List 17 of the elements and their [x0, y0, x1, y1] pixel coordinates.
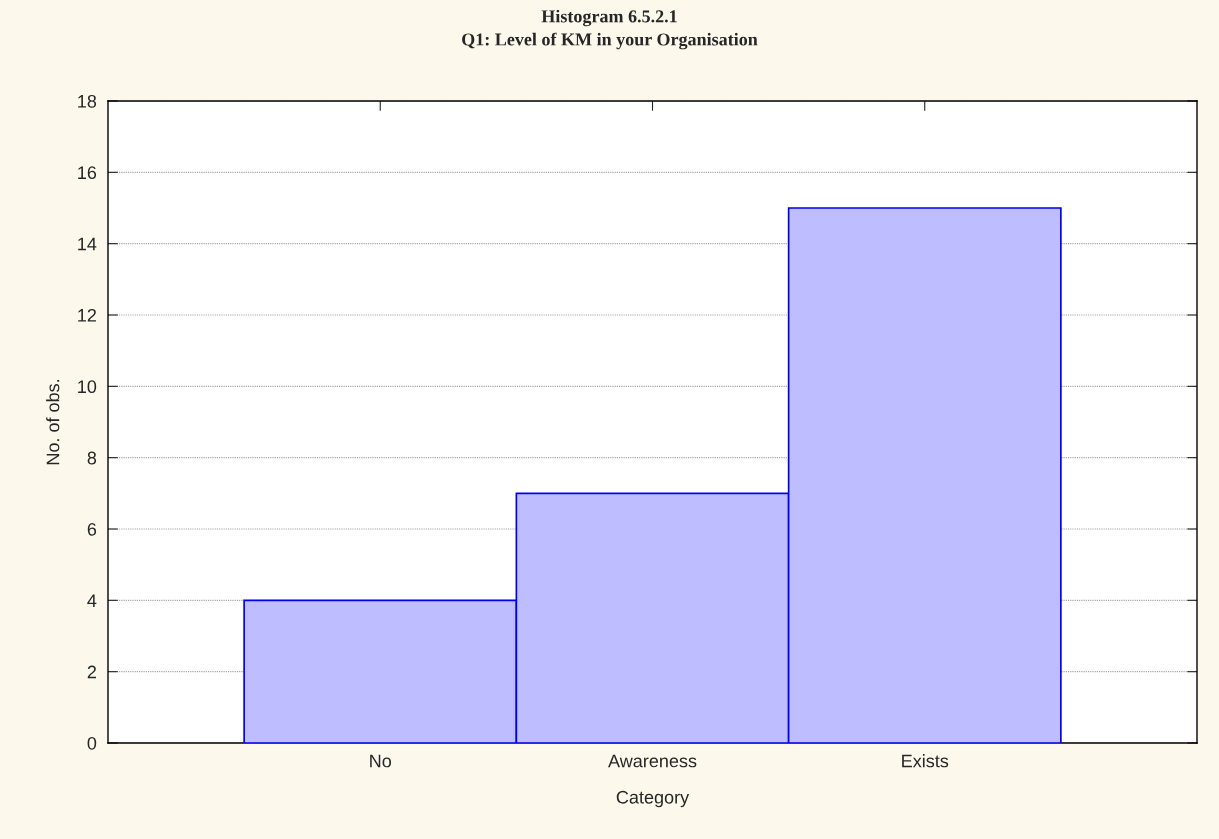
y-tick-label: 2	[87, 665, 96, 679]
x-axis-title: Category	[616, 790, 690, 808]
chart-subtitle: Q1: Level of KM in your Organisation	[462, 32, 758, 50]
y-axis-title: No. of obs.	[46, 379, 60, 465]
y-tick-label: 16	[78, 166, 97, 180]
y-tick-label: 8	[87, 451, 97, 465]
y-tick-label: 6	[87, 522, 97, 536]
x-tick-label: No	[370, 754, 392, 768]
y-tick-label: 14	[78, 237, 97, 251]
x-tick-label: Awareness	[608, 754, 697, 768]
y-tick-label: 18	[78, 94, 97, 108]
y-tick-label: 0	[87, 736, 97, 750]
y-tick-label: 10	[78, 380, 97, 394]
y-tick-label: 4	[87, 594, 97, 607]
y-tick-label: 12	[78, 308, 96, 322]
chart-title: Histogram 6.5.2.1	[541, 9, 677, 27]
x-tick-label: Exists	[902, 754, 949, 768]
